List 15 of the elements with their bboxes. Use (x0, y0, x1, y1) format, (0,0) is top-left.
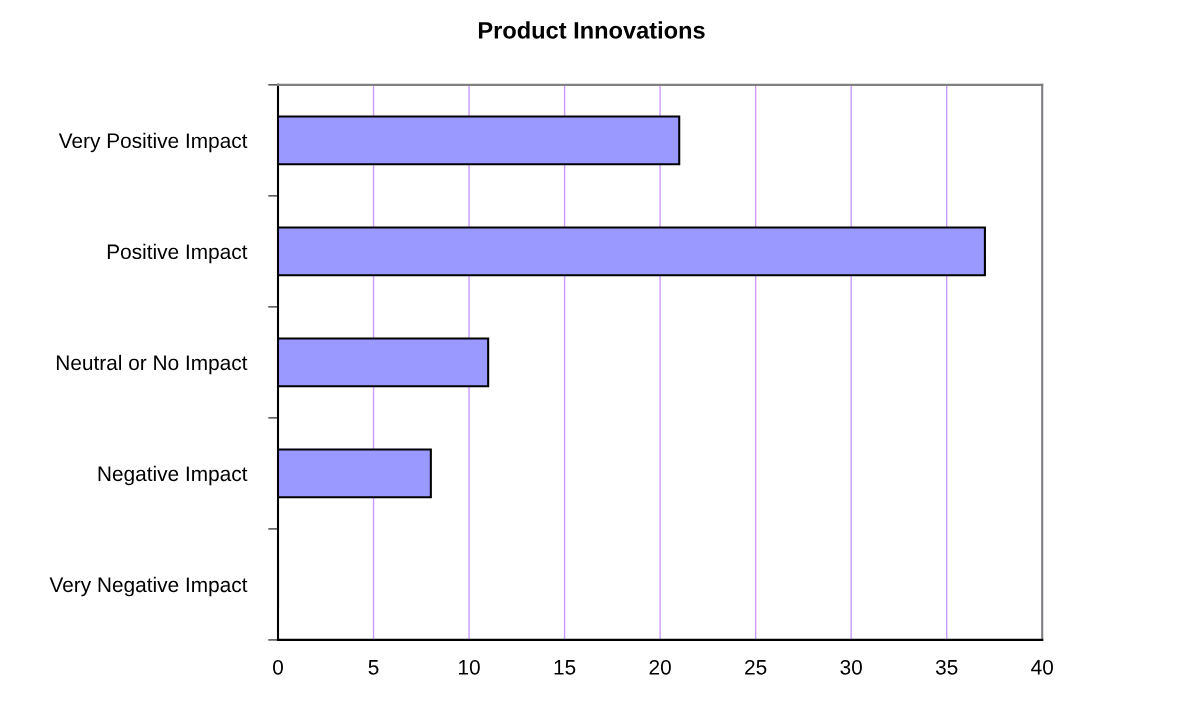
x-tick-label: 30 (840, 659, 862, 675)
x-tick-label: 5 (368, 660, 379, 675)
y-tick-label: Neutral or No Impact (56, 354, 248, 375)
y-tick-label: Very Positive Impact (58, 132, 248, 153)
x-tick-label: 20 (649, 659, 671, 675)
chart-title: Product Innovations (478, 21, 705, 39)
x-tick-label: 10 (459, 659, 480, 675)
y-tick-label: Positive Impact (107, 243, 248, 264)
y-tick-label: Negative Impact (98, 465, 248, 486)
x-tick-label: 15 (554, 660, 576, 675)
y-tick-label: Very Negative Impact (49, 576, 248, 597)
x-tick-label: 0 (273, 659, 283, 675)
x-tick-label: 35 (935, 659, 958, 675)
x-tick-label: 25 (745, 659, 767, 675)
x-tick-label: 40 (1031, 659, 1053, 675)
